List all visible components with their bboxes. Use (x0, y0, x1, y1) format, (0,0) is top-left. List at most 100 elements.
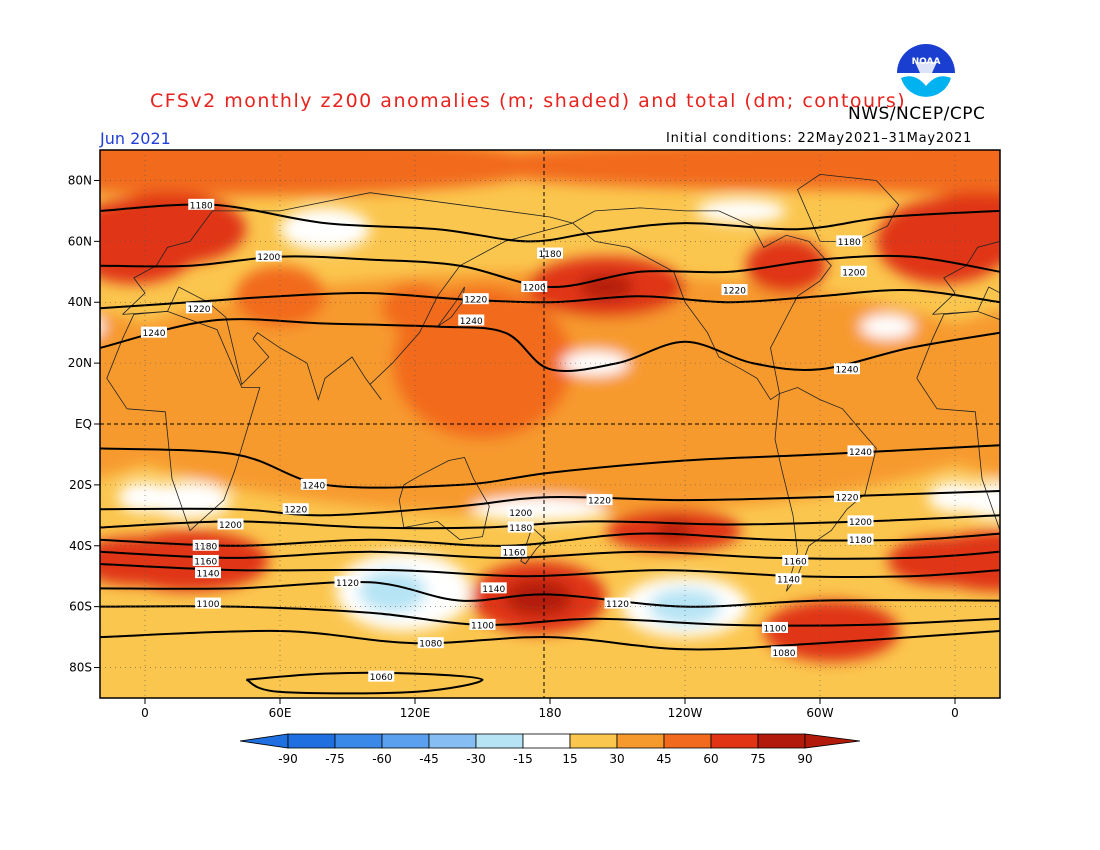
graticule (100, 150, 1000, 698)
contour-label-bg (469, 618, 496, 630)
anomaly-region (876, 198, 1000, 284)
contour-label: 1180 (539, 250, 562, 260)
contour-label: 1080 (773, 649, 796, 659)
colorbar-bin (381, 733, 430, 749)
contour-label-bg (847, 515, 874, 527)
contour-label: 1140 (197, 570, 220, 580)
contour-label: 1200 (219, 521, 242, 531)
anomaly-region (745, 238, 827, 294)
coastline (774, 387, 877, 592)
colorbar-label: -45 (419, 752, 439, 766)
anomaly-region (280, 207, 370, 251)
contour-1220 (100, 490, 1000, 517)
contour-label: 1200 (523, 284, 546, 294)
lat-label: 40N (68, 295, 92, 309)
contour-label-bg (847, 533, 874, 545)
contour-label-bg (368, 670, 395, 682)
contour-1240 (100, 318, 1000, 373)
contour-label: 1180 (190, 201, 213, 211)
contour-label: 1120 (336, 579, 359, 589)
anomaly-region (392, 287, 573, 440)
colorbar-bin (522, 733, 571, 749)
contour-label: 1240 (460, 317, 483, 327)
contour-label: 1240 (836, 366, 859, 376)
contour-label: 1220 (723, 287, 746, 297)
anomaly-region (928, 481, 982, 513)
coastline (106, 310, 261, 532)
contour-label: 1200 (849, 518, 872, 528)
colorbar-bin (710, 733, 759, 749)
anomaly-region (0, 238, 17, 293)
colorbar-label: 90 (797, 752, 812, 766)
lat-label: 80N (68, 173, 92, 187)
latitude-labels: 80N 60N 40N 20N EQ 20S 40S 60S 80S (68, 173, 100, 675)
colorbar-bin (428, 733, 477, 749)
colorbar-label: -75 (325, 752, 345, 766)
colorbar-label: 30 (609, 752, 624, 766)
lon-label: 0 (141, 706, 149, 720)
contour-1080 (100, 629, 1000, 651)
contour-1140 (100, 563, 1000, 578)
colorbar-bin (757, 733, 806, 749)
lat-label: 40S (69, 539, 92, 553)
lon-label: 120E (400, 706, 431, 720)
colorbar-bin (663, 733, 712, 749)
lon-label: 120W (668, 706, 703, 720)
contour-label: 1120 (606, 600, 629, 610)
colorbar: -90 -75 -60 -45 -30 -15 15 30 45 60 75 90 (239, 733, 861, 766)
contour-label: 1220 (188, 305, 211, 315)
lon-label: 0 (951, 706, 959, 720)
anomaly-region (358, 570, 427, 613)
forecast-month: Jun 2021 (100, 129, 171, 148)
contour-label: 1100 (471, 621, 494, 631)
anomaly-region (111, 530, 269, 592)
anomaly-region (100, 150, 370, 189)
lon-label: 60E (269, 706, 292, 720)
contour-label: 1180 (838, 238, 861, 248)
contour-label-bg (521, 281, 548, 293)
contour-label: 1160 (194, 557, 217, 567)
anomaly-region (471, 497, 607, 522)
colorbar-bin (287, 733, 336, 749)
contour-label: 1220 (464, 296, 487, 306)
anomaly-region (1090, 208, 1100, 251)
noaa-logo-text: NOAA (912, 57, 941, 67)
contour-label-bg (188, 198, 215, 210)
contour-label: 1200 (509, 509, 532, 519)
contour-label-bg (282, 503, 309, 515)
contour-label-bg (834, 491, 860, 503)
lat-label: 60N (68, 234, 92, 248)
contour-label-bg (192, 554, 219, 566)
colorbar-bin (569, 733, 618, 749)
contour-label-bg (195, 567, 221, 579)
contour-label: 1200 (257, 253, 280, 263)
initial-conditions: Initial conditions: 22May2021–31May2021 (666, 131, 973, 146)
contour-label-bg (186, 302, 212, 314)
colorbar-bin (616, 733, 665, 749)
coastlines (106, 173, 1000, 592)
contour-label-bg (537, 247, 563, 259)
anomaly-region (696, 198, 787, 224)
contour-label-bg (840, 265, 867, 277)
contour-label: 1220 (836, 494, 859, 504)
contour-label-bg (507, 506, 534, 518)
contour-1180 (100, 203, 1000, 243)
contour-label-bg (334, 576, 361, 588)
noaa-logo: NOAA (896, 43, 956, 103)
contour-label-bg (721, 284, 748, 296)
contour-label: 1060 (370, 673, 393, 683)
contour-label-bg (507, 521, 534, 533)
contour-label-bg (586, 494, 613, 506)
colorbar-label: 15 (562, 752, 577, 766)
contour-label-bg (255, 250, 282, 262)
lat-label: 20N (68, 356, 92, 370)
contour-label: 1160 (784, 557, 807, 567)
contour-label-bg (847, 445, 874, 457)
contour-1180 (100, 532, 1000, 547)
contour-label-bg (604, 597, 631, 609)
contour-label: 1240 (302, 481, 325, 491)
coastline (916, 310, 1000, 532)
contour-label-bg (782, 554, 809, 566)
contour-label-bg (300, 478, 327, 490)
colorbar-label: 60 (703, 752, 718, 766)
